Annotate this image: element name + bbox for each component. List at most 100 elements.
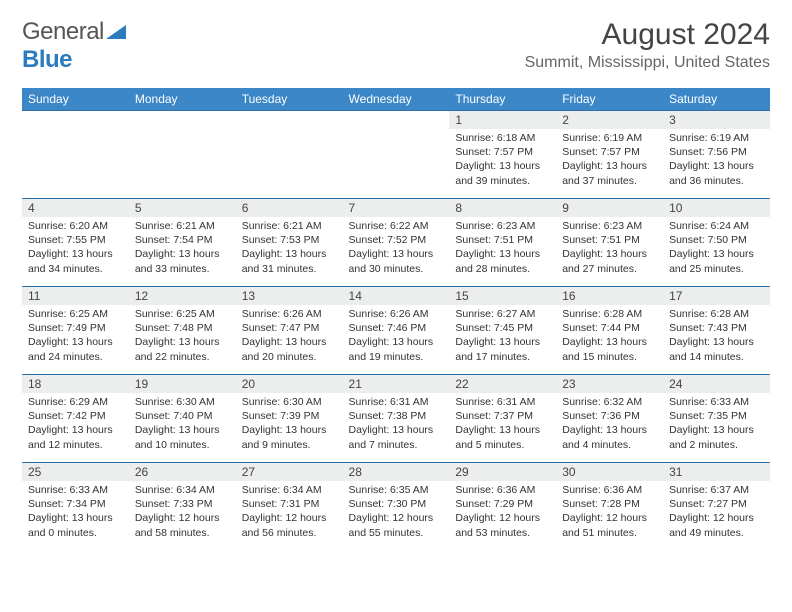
day-body: Sunrise: 6:35 AMSunset: 7:30 PMDaylight:… <box>343 481 450 544</box>
sunrise-time: 6:36 AM <box>604 484 643 496</box>
daylight-line: Daylight: 13 hours and 14 minutes. <box>669 335 764 363</box>
sunrise-time: 6:31 AM <box>390 396 429 408</box>
day-body: Sunrise: 6:26 AMSunset: 7:47 PMDaylight:… <box>236 305 343 368</box>
sunset-time: 7:51 PM <box>494 234 533 246</box>
day-number: 1 <box>449 111 556 129</box>
sunrise-line: Sunrise: 6:22 AM <box>349 219 444 233</box>
sunrise-line: Sunrise: 6:28 AM <box>562 307 657 321</box>
calendar-day-cell <box>343 111 450 199</box>
daylight-text: 13 hours and 22 minutes. <box>135 336 220 362</box>
sunrise-time: 6:35 AM <box>390 484 429 496</box>
day-number: 18 <box>22 375 129 393</box>
daylight-line: Daylight: 13 hours and 25 minutes. <box>669 247 764 275</box>
sunset-line: Sunset: 7:45 PM <box>455 321 550 335</box>
sunset-line: Sunset: 7:35 PM <box>669 409 764 423</box>
sunrise-time: 6:27 AM <box>497 308 536 320</box>
daylight-line: Daylight: 13 hours and 17 minutes. <box>455 335 550 363</box>
day-number: 20 <box>236 375 343 393</box>
daylight-line: Daylight: 13 hours and 31 minutes. <box>242 247 337 275</box>
calendar-day-cell: 14Sunrise: 6:26 AMSunset: 7:46 PMDayligh… <box>343 287 450 375</box>
sunset-time: 7:52 PM <box>387 234 426 246</box>
sunset-time: 7:44 PM <box>601 322 640 334</box>
daylight-text: 13 hours and 4 minutes. <box>562 424 647 450</box>
daylight-line: Daylight: 13 hours and 30 minutes. <box>349 247 444 275</box>
day-body: Sunrise: 6:33 AMSunset: 7:35 PMDaylight:… <box>663 393 770 456</box>
sunset-line: Sunset: 7:34 PM <box>28 497 123 511</box>
sunrise-time: 6:26 AM <box>390 308 429 320</box>
day-number: 6 <box>236 199 343 217</box>
sunset-time: 7:57 PM <box>601 146 640 158</box>
day-number: 23 <box>556 375 663 393</box>
header: General Blue August 2024 Summit, Mississ… <box>22 18 770 74</box>
sunset-time: 7:53 PM <box>280 234 319 246</box>
daylight-text: 13 hours and 17 minutes. <box>455 336 540 362</box>
daylight-line: Daylight: 13 hours and 27 minutes. <box>562 247 657 275</box>
daylight-text: 13 hours and 39 minutes. <box>455 160 540 186</box>
sunset-time: 7:54 PM <box>173 234 212 246</box>
sunset-time: 7:47 PM <box>280 322 319 334</box>
daylight-line: Daylight: 13 hours and 34 minutes. <box>28 247 123 275</box>
daylight-line: Daylight: 12 hours and 58 minutes. <box>135 511 230 539</box>
day-number: 17 <box>663 287 770 305</box>
day-number: 7 <box>343 199 450 217</box>
sunrise-time: 6:30 AM <box>176 396 215 408</box>
daylight-text: 13 hours and 15 minutes. <box>562 336 647 362</box>
day-number: 11 <box>22 287 129 305</box>
calendar-day-cell: 3Sunrise: 6:19 AMSunset: 7:56 PMDaylight… <box>663 111 770 199</box>
logo-word-blue: Blue <box>22 46 72 73</box>
sunset-time: 7:29 PM <box>494 498 533 510</box>
day-body: Sunrise: 6:30 AMSunset: 7:39 PMDaylight:… <box>236 393 343 456</box>
sunrise-line: Sunrise: 6:35 AM <box>349 483 444 497</box>
weekday-header: Friday <box>556 88 663 111</box>
sunset-time: 7:36 PM <box>601 410 640 422</box>
sunset-time: 7:48 PM <box>173 322 212 334</box>
sunrise-line: Sunrise: 6:34 AM <box>135 483 230 497</box>
sunrise-line: Sunrise: 6:20 AM <box>28 219 123 233</box>
daylight-line: Daylight: 13 hours and 39 minutes. <box>455 159 550 187</box>
sunset-line: Sunset: 7:52 PM <box>349 233 444 247</box>
sunrise-time: 6:21 AM <box>283 220 322 232</box>
calendar-week-row: 18Sunrise: 6:29 AMSunset: 7:42 PMDayligh… <box>22 375 770 463</box>
sunset-line: Sunset: 7:40 PM <box>135 409 230 423</box>
daylight-text: 13 hours and 19 minutes. <box>349 336 434 362</box>
sunrise-time: 6:30 AM <box>283 396 322 408</box>
day-body: Sunrise: 6:19 AMSunset: 7:56 PMDaylight:… <box>663 129 770 192</box>
calendar-day-cell: 23Sunrise: 6:32 AMSunset: 7:36 PMDayligh… <box>556 375 663 463</box>
day-number: 28 <box>343 463 450 481</box>
day-number: 25 <box>22 463 129 481</box>
sunrise-time: 6:28 AM <box>711 308 750 320</box>
day-body: Sunrise: 6:33 AMSunset: 7:34 PMDaylight:… <box>22 481 129 544</box>
daylight-line: Daylight: 13 hours and 12 minutes. <box>28 423 123 451</box>
title-block: August 2024 Summit, Mississippi, United … <box>525 18 770 72</box>
daylight-line: Daylight: 12 hours and 53 minutes. <box>455 511 550 539</box>
calendar-day-cell <box>129 111 236 199</box>
calendar-day-cell: 6Sunrise: 6:21 AMSunset: 7:53 PMDaylight… <box>236 199 343 287</box>
sunrise-line: Sunrise: 6:25 AM <box>28 307 123 321</box>
calendar-week-row: 25Sunrise: 6:33 AMSunset: 7:34 PMDayligh… <box>22 463 770 551</box>
day-body: Sunrise: 6:32 AMSunset: 7:36 PMDaylight:… <box>556 393 663 456</box>
calendar-body: 1Sunrise: 6:18 AMSunset: 7:57 PMDaylight… <box>22 111 770 551</box>
weekday-header: Tuesday <box>236 88 343 111</box>
daylight-line: Daylight: 13 hours and 36 minutes. <box>669 159 764 187</box>
sunrise-line: Sunrise: 6:24 AM <box>669 219 764 233</box>
day-number: 9 <box>556 199 663 217</box>
sunset-line: Sunset: 7:39 PM <box>242 409 337 423</box>
day-body: Sunrise: 6:25 AMSunset: 7:49 PMDaylight:… <box>22 305 129 368</box>
calendar-table: SundayMondayTuesdayWednesdayThursdayFrid… <box>22 88 770 551</box>
day-number: 12 <box>129 287 236 305</box>
sunset-time: 7:40 PM <box>173 410 212 422</box>
daylight-text: 12 hours and 55 minutes. <box>349 512 434 538</box>
calendar-day-cell: 21Sunrise: 6:31 AMSunset: 7:38 PMDayligh… <box>343 375 450 463</box>
sunrise-time: 6:18 AM <box>497 132 536 144</box>
day-number: 29 <box>449 463 556 481</box>
sunrise-line: Sunrise: 6:36 AM <box>562 483 657 497</box>
day-body: Sunrise: 6:29 AMSunset: 7:42 PMDaylight:… <box>22 393 129 456</box>
calendar-day-cell: 18Sunrise: 6:29 AMSunset: 7:42 PMDayligh… <box>22 375 129 463</box>
logo-word-general: General <box>22 18 104 45</box>
daylight-line: Daylight: 12 hours and 55 minutes. <box>349 511 444 539</box>
calendar-day-cell: 12Sunrise: 6:25 AMSunset: 7:48 PMDayligh… <box>129 287 236 375</box>
day-number: 2 <box>556 111 663 129</box>
daylight-text: 12 hours and 53 minutes. <box>455 512 540 538</box>
sunset-line: Sunset: 7:27 PM <box>669 497 764 511</box>
calendar-day-cell: 22Sunrise: 6:31 AMSunset: 7:37 PMDayligh… <box>449 375 556 463</box>
